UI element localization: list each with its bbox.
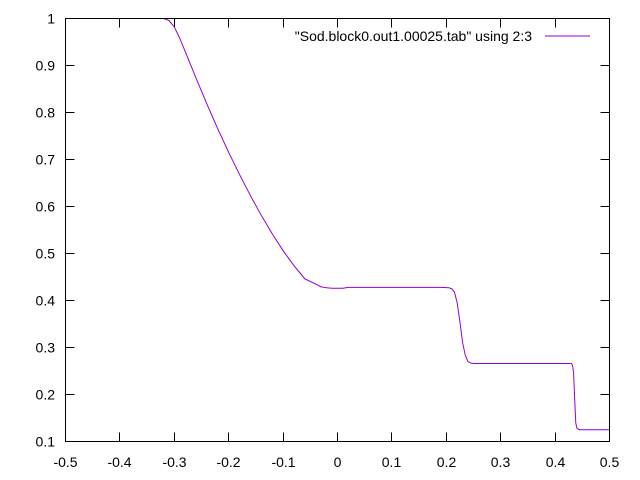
x-tick-label: 0.2 (437, 454, 457, 470)
x-tick-label: 0.5 (600, 454, 620, 470)
y-tick-label: 0.2 (36, 387, 56, 403)
x-tick-label: -0.2 (216, 454, 240, 470)
x-tick-label: 0.3 (491, 454, 511, 470)
x-tick-label: -0.4 (107, 454, 131, 470)
x-tick-label: -0.5 (53, 454, 77, 470)
legend: "Sod.block0.out1.00025.tab" using 2:3 (295, 28, 590, 44)
y-tick-label: 1 (47, 11, 55, 27)
series-layer (65, 18, 610, 431)
y-tick-label: 0.6 (36, 199, 56, 215)
y-tick-label: 0.3 (36, 340, 56, 356)
y-tick-label: 0.7 (36, 152, 56, 168)
x-tick-label: -0.1 (271, 454, 295, 470)
plot-frame (65, 18, 610, 442)
series-line (65, 18, 610, 431)
x-tick-label: 0 (334, 454, 342, 470)
axis-tick-labels: -0.5 -0.4 -0.3 -0.2 -0.1 0 0.1 0.2 0.3 0.4 0.5 0.1 0… (36, 11, 620, 471)
x-tick-label: 0.4 (546, 454, 566, 470)
y-tick-label: 0.9 (36, 58, 56, 74)
y-tick-label: 0.1 (36, 434, 56, 450)
x-tick-label: 0.1 (382, 454, 402, 470)
y-tick-label: 0.4 (36, 293, 56, 309)
axis-ticks (65, 18, 610, 442)
y-tick-label: 0.8 (36, 105, 56, 121)
x-tick-label: -0.3 (162, 454, 186, 470)
y-tick-label: 0.5 (36, 246, 56, 262)
legend-label: "Sod.block0.out1.00025.tab" using 2:3 (295, 28, 532, 44)
